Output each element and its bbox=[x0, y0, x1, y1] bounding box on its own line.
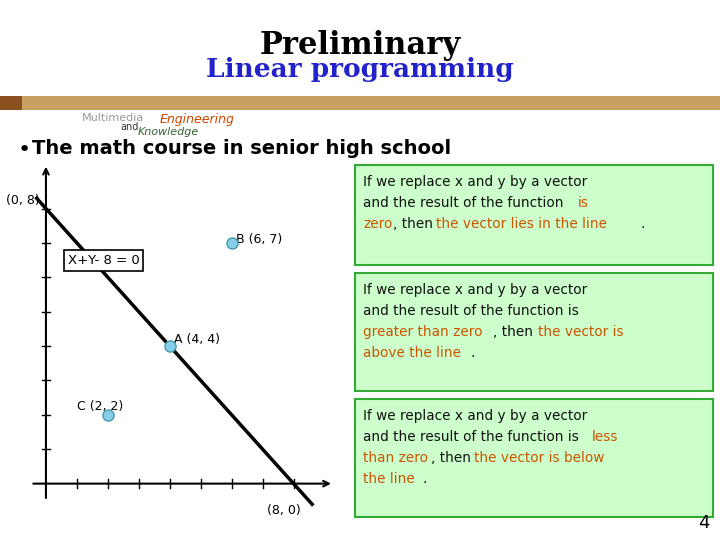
Text: greater than zero: greater than zero bbox=[363, 325, 482, 339]
Text: X+Y- 8 = 0: X+Y- 8 = 0 bbox=[68, 254, 140, 267]
Text: Knowledge: Knowledge bbox=[138, 127, 199, 137]
Text: and the result of the function is: and the result of the function is bbox=[363, 430, 583, 444]
Text: C (2, 2): C (2, 2) bbox=[77, 400, 123, 413]
Text: If we replace x and y by a vector: If we replace x and y by a vector bbox=[363, 283, 588, 297]
Text: the vector lies in the line: the vector lies in the line bbox=[436, 217, 607, 231]
Text: the line: the line bbox=[363, 472, 415, 486]
Text: B (6, 7): B (6, 7) bbox=[236, 233, 282, 246]
Text: and the result of the function is: and the result of the function is bbox=[363, 304, 579, 318]
Text: (8, 0): (8, 0) bbox=[267, 504, 301, 517]
Bar bbox=[0, 96, 720, 110]
Text: , then: , then bbox=[431, 451, 475, 465]
Text: .: . bbox=[471, 346, 475, 360]
Text: , then: , then bbox=[393, 217, 437, 231]
Text: above the line: above the line bbox=[363, 346, 461, 360]
Text: is: is bbox=[578, 196, 589, 210]
Text: Engineering: Engineering bbox=[160, 113, 235, 126]
Text: , then: , then bbox=[493, 325, 537, 339]
Text: Linear programming: Linear programming bbox=[206, 57, 514, 82]
Text: •: • bbox=[18, 140, 31, 160]
Text: Preliminary: Preliminary bbox=[259, 30, 461, 61]
Text: and the result of the function: and the result of the function bbox=[363, 196, 568, 210]
FancyBboxPatch shape bbox=[355, 399, 713, 517]
Text: A (4, 4): A (4, 4) bbox=[174, 333, 220, 346]
Text: If we replace x and y by a vector: If we replace x and y by a vector bbox=[363, 175, 588, 189]
Text: and: and bbox=[120, 122, 138, 132]
Text: .: . bbox=[641, 217, 645, 231]
Text: than zero: than zero bbox=[363, 451, 428, 465]
FancyBboxPatch shape bbox=[355, 165, 713, 265]
Text: (0, 8): (0, 8) bbox=[6, 194, 40, 207]
Text: the vector is below: the vector is below bbox=[474, 451, 604, 465]
FancyBboxPatch shape bbox=[355, 273, 713, 391]
Text: If we replace x and y by a vector: If we replace x and y by a vector bbox=[363, 409, 588, 423]
Text: .: . bbox=[423, 472, 428, 486]
Bar bbox=[0, 96, 22, 110]
Text: The math course in senior high school: The math course in senior high school bbox=[32, 139, 451, 158]
Text: the vector is: the vector is bbox=[538, 325, 624, 339]
Text: less: less bbox=[592, 430, 618, 444]
Text: Multimedia: Multimedia bbox=[82, 113, 144, 123]
Text: zero: zero bbox=[363, 217, 392, 231]
Text: 4: 4 bbox=[698, 514, 710, 532]
